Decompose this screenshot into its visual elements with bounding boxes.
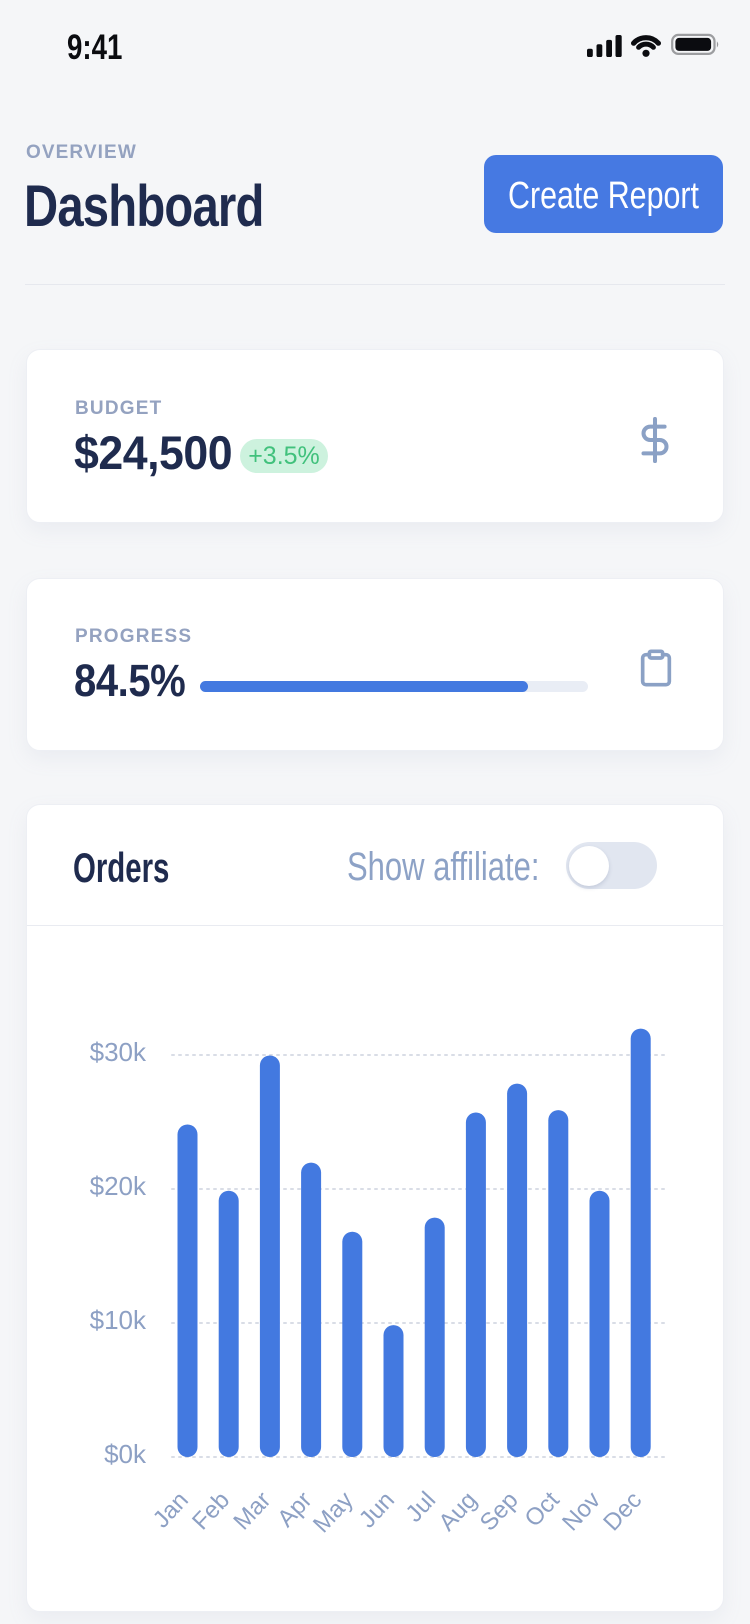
- svg-text:May: May: [308, 1487, 359, 1539]
- svg-text:Sep: Sep: [475, 1487, 524, 1537]
- svg-text:Jan: Jan: [148, 1487, 194, 1534]
- svg-text:Apr: Apr: [272, 1487, 317, 1533]
- svg-text:$30k: $30k: [90, 1037, 147, 1067]
- svg-text:$0k: $0k: [104, 1439, 147, 1469]
- svg-text:Feb: Feb: [187, 1487, 235, 1536]
- svg-text:Dec: Dec: [598, 1487, 647, 1537]
- svg-text:Aug: Aug: [434, 1487, 483, 1537]
- svg-text:$20k: $20k: [90, 1171, 147, 1201]
- svg-text:Oct: Oct: [520, 1486, 565, 1532]
- svg-text:Mar: Mar: [228, 1487, 276, 1536]
- svg-text:Jun: Jun: [354, 1487, 400, 1534]
- svg-text:Nov: Nov: [557, 1487, 606, 1537]
- svg-text:$10k: $10k: [90, 1305, 147, 1335]
- svg-text:Jul: Jul: [401, 1487, 442, 1528]
